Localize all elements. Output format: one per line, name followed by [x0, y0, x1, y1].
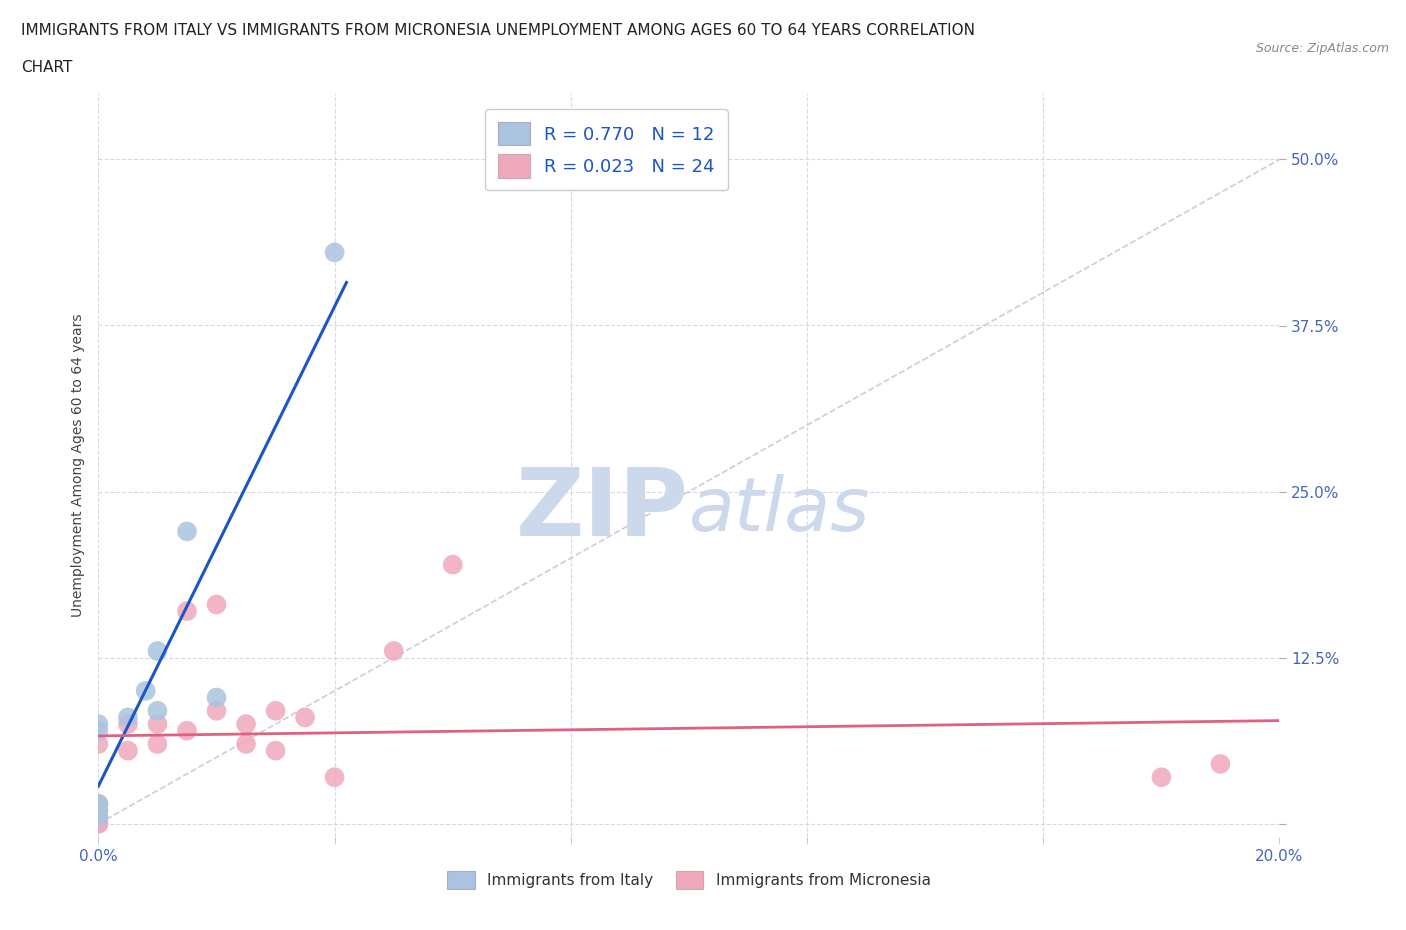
Point [87, 810, 110, 825]
Point [87, 796, 110, 811]
Point [87, 810, 110, 825]
Point [235, 737, 257, 751]
Point [146, 644, 169, 658]
Point [87, 737, 110, 751]
Point [87, 803, 110, 817]
Point [264, 703, 287, 718]
Point [117, 717, 139, 732]
Point [1209, 756, 1232, 771]
Point [117, 743, 139, 758]
Point [382, 644, 405, 658]
Point [323, 770, 346, 785]
Point [205, 703, 228, 718]
Point [87, 796, 110, 811]
Point [87, 803, 110, 817]
Point [146, 737, 169, 751]
Point [264, 743, 287, 758]
Legend: Immigrants from Italy, Immigrants from Micronesia: Immigrants from Italy, Immigrants from M… [440, 863, 938, 897]
Point [1150, 770, 1173, 785]
Point [87, 817, 110, 831]
Point [117, 710, 139, 724]
Point [323, 245, 346, 259]
Point [235, 717, 257, 732]
Point [176, 604, 198, 618]
Y-axis label: Unemployment Among Ages 60 to 64 years: Unemployment Among Ages 60 to 64 years [72, 313, 86, 617]
Point [87, 717, 110, 732]
Point [146, 717, 169, 732]
Point [87, 724, 110, 738]
Text: atlas: atlas [689, 473, 870, 546]
Point [294, 710, 316, 724]
Text: Source: ZipAtlas.com: Source: ZipAtlas.com [1256, 42, 1389, 55]
Point [87, 817, 110, 831]
Text: CHART: CHART [21, 60, 73, 75]
Point [205, 690, 228, 705]
Point [146, 703, 169, 718]
Point [441, 557, 464, 572]
Text: IMMIGRANTS FROM ITALY VS IMMIGRANTS FROM MICRONESIA UNEMPLOYMENT AMONG AGES 60 T: IMMIGRANTS FROM ITALY VS IMMIGRANTS FROM… [21, 23, 976, 38]
Point [135, 684, 157, 698]
Point [176, 724, 198, 738]
Point [205, 597, 228, 612]
Text: ZIP: ZIP [516, 464, 689, 555]
Point [176, 524, 198, 538]
